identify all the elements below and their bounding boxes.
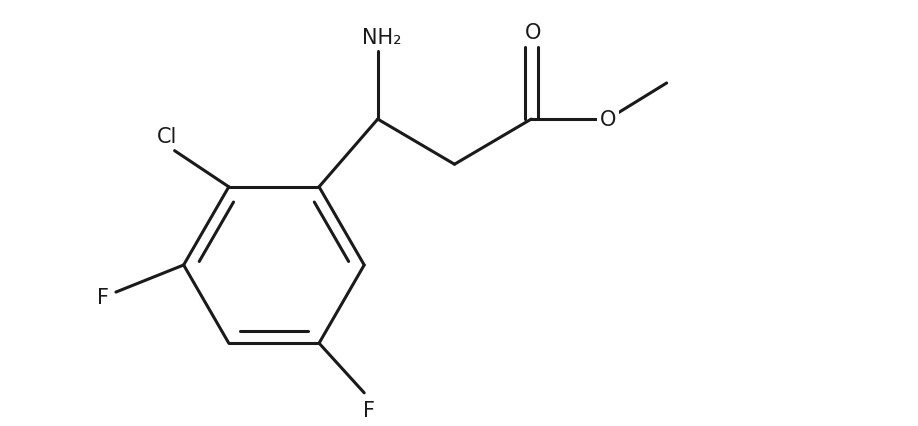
Text: O: O bbox=[599, 110, 616, 130]
Text: O: O bbox=[525, 23, 542, 43]
Text: F: F bbox=[96, 287, 108, 307]
Text: Cl: Cl bbox=[157, 127, 177, 147]
Text: F: F bbox=[363, 400, 375, 420]
Text: NH₂: NH₂ bbox=[363, 28, 402, 48]
